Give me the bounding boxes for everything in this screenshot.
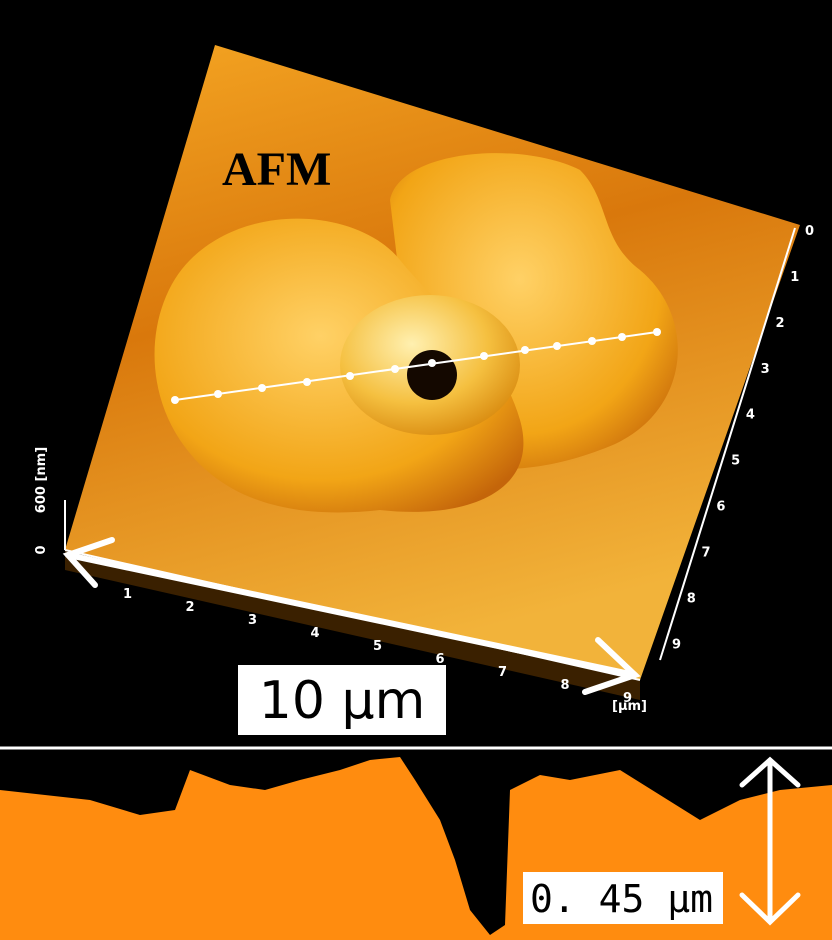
x-tick-label: 2	[185, 600, 194, 615]
y-tick-label: 0	[805, 224, 814, 239]
point	[588, 337, 596, 345]
y-tick-label: 7	[702, 545, 711, 560]
point	[303, 378, 311, 386]
y-tick-label: 2	[775, 316, 784, 331]
scale-label: 10 µm	[259, 671, 425, 731]
point	[171, 396, 179, 404]
afm-figure: AFM 600 [nm] 0 [µm] 123456789 0123456789…	[0, 0, 832, 940]
point	[653, 328, 661, 336]
z-axis-label: 600 [nm]	[34, 447, 49, 513]
x-tick-label: 8	[560, 678, 569, 693]
z-axis-zero: 0	[34, 545, 49, 554]
y-tick-label: 8	[687, 591, 696, 606]
point	[521, 346, 529, 354]
point	[428, 359, 436, 367]
y-tick-label: 1	[790, 270, 799, 285]
x-tick-label: 7	[498, 665, 507, 680]
x-tick-label: 5	[373, 639, 382, 654]
height-label: 0. 45 µm	[530, 877, 713, 921]
y-tick-label: 5	[731, 454, 740, 469]
x-tick-label: 4	[310, 626, 319, 641]
point	[618, 333, 626, 341]
point	[553, 342, 561, 350]
y-tick-label: 9	[672, 637, 681, 652]
y-tick-label: 3	[761, 362, 770, 377]
y-tick-label: 6	[716, 500, 725, 515]
point	[480, 352, 488, 360]
point	[214, 390, 222, 398]
x-tick-label: 1	[123, 587, 132, 602]
x-tick-label: 3	[248, 613, 257, 628]
point	[258, 384, 266, 392]
pore	[407, 350, 457, 400]
point	[346, 372, 354, 380]
x-tick-label: 9	[623, 691, 632, 706]
title: AFM	[222, 143, 331, 196]
y-tick-label: 4	[746, 408, 755, 423]
point	[391, 365, 399, 373]
x-tick-label: 6	[435, 652, 444, 667]
